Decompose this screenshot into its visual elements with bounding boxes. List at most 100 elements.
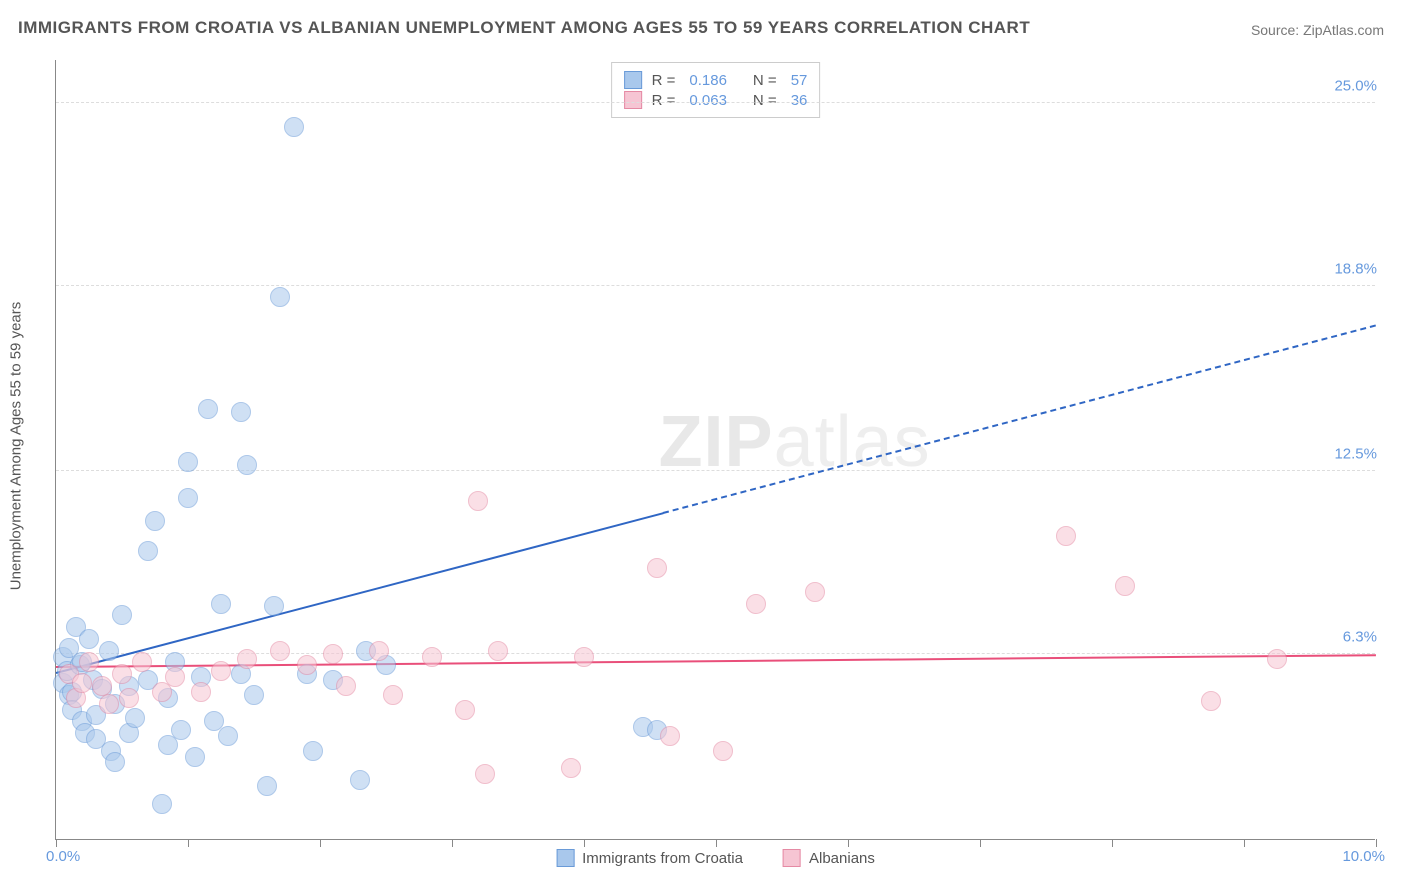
x-tick <box>188 839 189 847</box>
data-point <box>1267 649 1287 669</box>
x-tick <box>452 839 453 847</box>
data-point <box>284 117 304 137</box>
legend-r-label: R = <box>652 92 676 109</box>
data-point <box>165 667 185 687</box>
data-point <box>257 776 277 796</box>
legend-swatch <box>783 849 801 867</box>
data-point <box>152 794 172 814</box>
data-point <box>211 661 231 681</box>
legend-n-label: N = <box>753 92 777 109</box>
data-point <box>211 594 231 614</box>
legend-series-label: Immigrants from Croatia <box>582 850 743 867</box>
legend-row: R = 0.186 N = 57 <box>624 71 808 89</box>
gridline <box>56 285 1375 286</box>
x-axis-max-label: 10.0% <box>1342 848 1385 865</box>
data-point <box>488 641 508 661</box>
data-point <box>237 649 257 669</box>
y-axis-label: Unemployment Among Ages 55 to 59 years <box>8 302 25 591</box>
data-point <box>112 664 132 684</box>
data-point <box>105 752 125 772</box>
source-label: Source: ZipAtlas.com <box>1251 22 1384 38</box>
data-point <box>350 770 370 790</box>
data-point <box>178 452 198 472</box>
data-point <box>138 541 158 561</box>
data-point <box>746 594 766 614</box>
x-tick <box>980 839 981 847</box>
y-tick-label: 18.8% <box>1334 260 1377 277</box>
gridline <box>56 102 1375 103</box>
x-tick <box>848 839 849 847</box>
data-point <box>191 682 211 702</box>
legend-row: R = 0.063 N = 36 <box>624 91 808 109</box>
data-point <box>79 652 99 672</box>
data-point <box>1056 526 1076 546</box>
data-point <box>125 708 145 728</box>
data-point <box>383 685 403 705</box>
data-point <box>468 491 488 511</box>
data-point <box>369 641 389 661</box>
legend-swatch <box>624 91 642 109</box>
x-tick <box>56 839 57 847</box>
data-point <box>132 652 152 672</box>
data-point <box>237 455 257 475</box>
legend-item: Immigrants from Croatia <box>556 849 743 867</box>
trend-line <box>663 325 1376 514</box>
legend-series-label: Albanians <box>809 850 875 867</box>
chart-title: IMMIGRANTS FROM CROATIA VS ALBANIAN UNEM… <box>18 18 1030 38</box>
data-point <box>422 647 442 667</box>
data-point <box>185 747 205 767</box>
data-point <box>805 582 825 602</box>
y-tick-label: 6.3% <box>1343 628 1377 645</box>
data-point <box>297 655 317 675</box>
x-tick <box>320 839 321 847</box>
data-point <box>99 641 119 661</box>
data-point <box>303 741 323 761</box>
correlation-legend: R = 0.186 N = 57 R = 0.063 N = 36 <box>611 62 821 118</box>
data-point <box>561 758 581 778</box>
x-axis-min-label: 0.0% <box>46 848 80 865</box>
legend-r-value: 0.186 <box>689 72 727 89</box>
data-point <box>112 605 132 625</box>
legend-r-label: R = <box>652 72 676 89</box>
scatter-chart: ZIPatlas R =0.186N =57R =0.063N =36 Immi… <box>55 60 1375 840</box>
legend-n-value: 57 <box>791 72 808 89</box>
data-point <box>713 741 733 761</box>
data-point <box>218 726 238 746</box>
data-point <box>660 726 680 746</box>
data-point <box>231 402 251 422</box>
y-tick-label: 25.0% <box>1334 78 1377 95</box>
x-tick <box>1112 839 1113 847</box>
legend-swatch <box>624 71 642 89</box>
data-point <box>99 694 119 714</box>
legend-item: Albanians <box>783 849 875 867</box>
legend-r-value: 0.063 <box>689 92 727 109</box>
data-point <box>264 596 284 616</box>
x-tick <box>716 839 717 847</box>
data-point <box>72 673 92 693</box>
data-point <box>455 700 475 720</box>
x-tick <box>584 839 585 847</box>
data-point <box>178 488 198 508</box>
data-point <box>198 399 218 419</box>
data-point <box>1201 691 1221 711</box>
x-tick <box>1244 839 1245 847</box>
data-point <box>647 558 667 578</box>
data-point <box>336 676 356 696</box>
data-point <box>145 511 165 531</box>
data-point <box>119 688 139 708</box>
data-point <box>171 720 191 740</box>
legend-swatch <box>556 849 574 867</box>
data-point <box>1115 576 1135 596</box>
legend-n-label: N = <box>753 72 777 89</box>
data-point <box>270 287 290 307</box>
x-tick <box>1376 839 1377 847</box>
data-point <box>270 641 290 661</box>
legend-n-value: 36 <box>791 92 808 109</box>
data-point <box>244 685 264 705</box>
data-point <box>323 644 343 664</box>
y-tick-label: 12.5% <box>1334 446 1377 463</box>
data-point <box>475 764 495 784</box>
series-legend: Immigrants from Croatia Albanians <box>556 849 875 867</box>
data-point <box>574 647 594 667</box>
data-point <box>79 629 99 649</box>
